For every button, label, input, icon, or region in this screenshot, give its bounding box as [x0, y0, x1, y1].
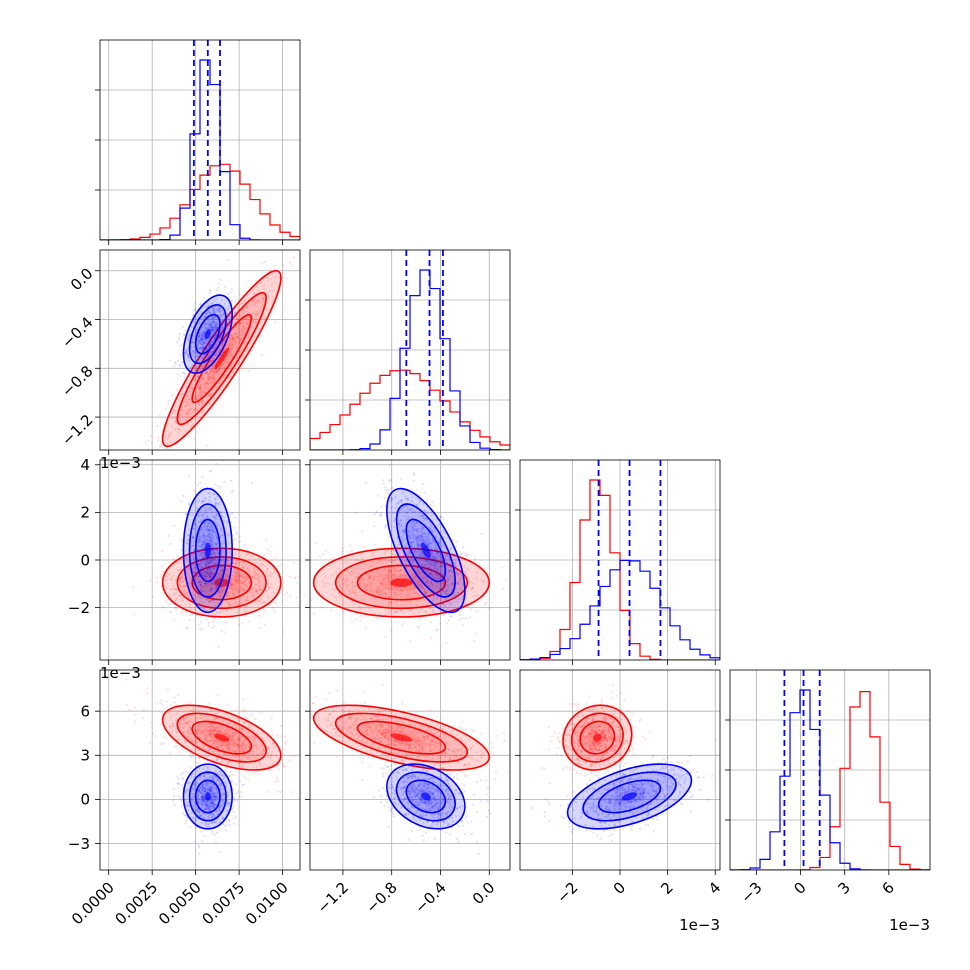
density-peak-series-1 [420, 792, 431, 801]
y-tick-label: −0.8 [58, 362, 96, 400]
axis-offset-label: 1e−3 [679, 916, 720, 934]
x-tick-label: 0 [610, 878, 629, 897]
panel-1-0: −1.2 −0.8 −0.4 0.0 [58, 249, 301, 455]
panel-1-1 [305, 249, 511, 455]
density-peak-series-0 [214, 733, 230, 742]
x-tick-label: 0.0100 [242, 878, 292, 928]
panel-frame [99, 669, 301, 871]
x-tick-label: 0.0050 [155, 878, 205, 928]
x-tick-label: 0 [790, 878, 809, 897]
y-tick-label: 4 [80, 456, 90, 474]
scatter-series-0 [310, 683, 510, 790]
scatter-series-0 [125, 678, 296, 794]
y-tick-label: 3 [80, 747, 90, 765]
scatter-series-1 [530, 738, 717, 842]
scatter-series-1 [167, 258, 248, 403]
scatter-series-1 [172, 747, 246, 855]
histogram-series-1 [100, 59, 300, 240]
scatter-series-1 [354, 464, 491, 635]
density-peak-series-0 [593, 733, 602, 742]
x-tick-label: 3 [834, 878, 853, 897]
axis-offset-label: 1e−3 [100, 454, 141, 472]
y-tick-label: 0 [80, 551, 90, 569]
panel-3-1: −1.2 −0.8 −0.4 0.0 [305, 669, 511, 917]
scatter-series-1 [167, 460, 254, 648]
x-tick-label: −0.8 [362, 878, 400, 916]
density-peak-series-1 [204, 542, 211, 559]
y-tick-label: −1.2 [58, 411, 96, 449]
x-tick-label: −3 [737, 878, 765, 906]
density-peak-series-0 [214, 347, 230, 370]
histogram-series-1 [520, 559, 720, 660]
panel-frame [99, 249, 301, 451]
scatter-series-0 [310, 530, 507, 645]
density-peak-series-0 [390, 733, 413, 742]
panel-2-2 [515, 459, 721, 665]
y-tick-label: 0 [80, 791, 90, 809]
scatter-series-0 [540, 684, 651, 793]
scatter-series-0 [144, 250, 296, 450]
x-tick-label: −0.4 [411, 878, 449, 916]
y-tick-label: −0.4 [58, 313, 96, 351]
axis-offset-label: 1e−3 [100, 664, 141, 682]
panel-3-3: −3 0 3 6 [725, 669, 931, 907]
x-tick-label: 0.0 [469, 878, 499, 908]
axis-offset-label: 1e−3 [889, 916, 930, 934]
histogram-series-0 [310, 369, 510, 450]
histogram-series-1 [730, 689, 930, 870]
y-tick-label: −3 [68, 835, 90, 853]
panel-2-1 [305, 459, 511, 665]
panel-frame [309, 669, 511, 871]
y-tick-label: −2 [68, 599, 90, 617]
histogram-series-0 [100, 163, 300, 240]
x-tick-label: 4 [705, 878, 724, 897]
y-tick-label: 6 [80, 702, 90, 720]
panel-0-0 [95, 39, 301, 245]
x-tick-label: 0.0025 [112, 878, 162, 928]
panel-3-2: −2 0 2 4 [515, 669, 724, 907]
x-tick-label: 0.0075 [198, 878, 248, 928]
x-tick-label: 6 [879, 878, 898, 897]
scatter-series-1 [361, 737, 492, 855]
density-peak-series-1 [204, 792, 211, 801]
x-tick-label: 0.0000 [68, 878, 118, 928]
y-tick-label: 2 [80, 504, 90, 522]
density-peak-series-1 [420, 542, 431, 559]
y-tick-label: 0.0 [67, 265, 97, 295]
density-peak-series-0 [390, 578, 413, 587]
x-tick-label: −1.2 [314, 878, 352, 916]
panel-2-0: −2 0 2 4 [68, 456, 301, 665]
x-tick-label: 2 [657, 878, 676, 897]
x-tick-label: −2 [553, 878, 581, 906]
